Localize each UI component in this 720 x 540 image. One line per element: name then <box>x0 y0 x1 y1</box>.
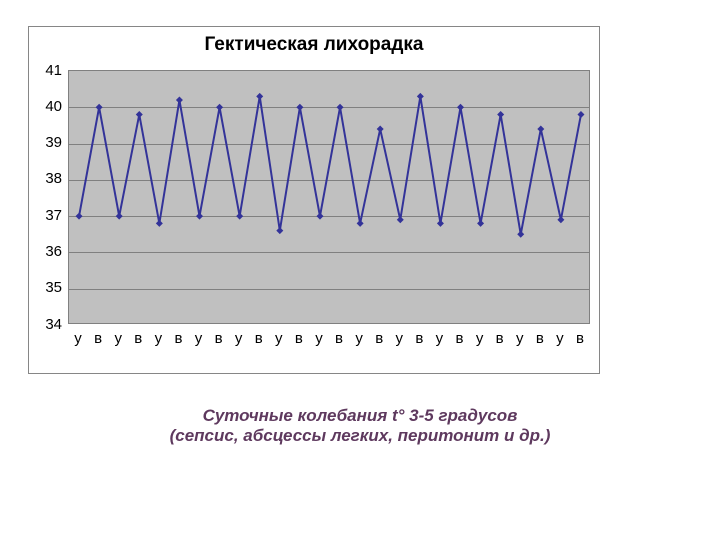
y-axis-label: 39 <box>32 134 62 151</box>
caption: Суточные колебания t° 3-5 градусов (сепс… <box>100 406 620 446</box>
data-marker <box>337 104 344 111</box>
y-axis-label: 36 <box>32 243 62 260</box>
x-axis-label: в <box>168 330 188 347</box>
data-marker <box>156 220 163 227</box>
x-axis-label: у <box>470 330 490 347</box>
data-marker <box>216 104 223 111</box>
data-marker <box>417 93 424 100</box>
y-axis-label: 35 <box>32 279 62 296</box>
data-marker <box>437 220 444 227</box>
data-marker <box>256 93 263 100</box>
x-axis-label: в <box>128 330 148 347</box>
y-axis-label: 34 <box>32 316 62 333</box>
y-axis-label: 37 <box>32 207 62 224</box>
data-marker <box>176 97 183 104</box>
data-marker <box>296 104 303 111</box>
data-marker <box>96 104 103 111</box>
y-axis-label: 41 <box>32 62 62 79</box>
x-axis-label: в <box>249 330 269 347</box>
data-marker <box>236 213 243 220</box>
caption-line1: Суточные колебания t° 3-5 градусов <box>100 406 620 426</box>
data-marker <box>136 111 143 118</box>
plot-area <box>68 70 590 324</box>
x-axis-label: у <box>269 330 289 347</box>
data-marker <box>357 220 364 227</box>
data-marker <box>116 213 123 220</box>
data-marker <box>276 227 283 234</box>
data-marker <box>196 213 203 220</box>
x-axis-label: у <box>429 330 449 347</box>
x-axis-label: в <box>409 330 429 347</box>
x-axis-label: в <box>209 330 229 347</box>
x-axis-label: в <box>329 330 349 347</box>
data-marker <box>457 104 464 111</box>
x-axis-label: у <box>108 330 128 347</box>
x-axis-label: у <box>550 330 570 347</box>
x-axis-label: в <box>450 330 470 347</box>
x-axis-label: у <box>189 330 209 347</box>
data-marker <box>497 111 504 118</box>
data-marker <box>557 216 564 223</box>
x-axis-label: в <box>530 330 550 347</box>
x-axis-label: в <box>570 330 590 347</box>
x-axis-label: у <box>309 330 329 347</box>
data-marker <box>477 220 484 227</box>
x-axis-label: в <box>369 330 389 347</box>
data-marker <box>517 231 524 238</box>
x-axis-label: в <box>289 330 309 347</box>
y-axis-label: 38 <box>32 170 62 187</box>
data-marker <box>397 216 404 223</box>
chart-title: Гектическая лихорадка <box>28 34 600 56</box>
x-axis-label: у <box>510 330 530 347</box>
data-marker <box>537 126 544 133</box>
data-marker <box>577 111 584 118</box>
x-axis-label: в <box>88 330 108 347</box>
temperature-series <box>69 71 591 325</box>
x-axis-label: у <box>349 330 369 347</box>
x-axis-label: у <box>148 330 168 347</box>
x-axis-label: у <box>389 330 409 347</box>
data-marker <box>316 213 323 220</box>
x-axis-label: в <box>490 330 510 347</box>
x-axis-label: у <box>229 330 249 347</box>
data-marker <box>76 213 83 220</box>
x-axis-label: у <box>68 330 88 347</box>
caption-line2: (сепсис, абсцессы легких, перитонит и др… <box>100 426 620 446</box>
y-axis-label: 40 <box>32 98 62 115</box>
data-marker <box>377 126 384 133</box>
